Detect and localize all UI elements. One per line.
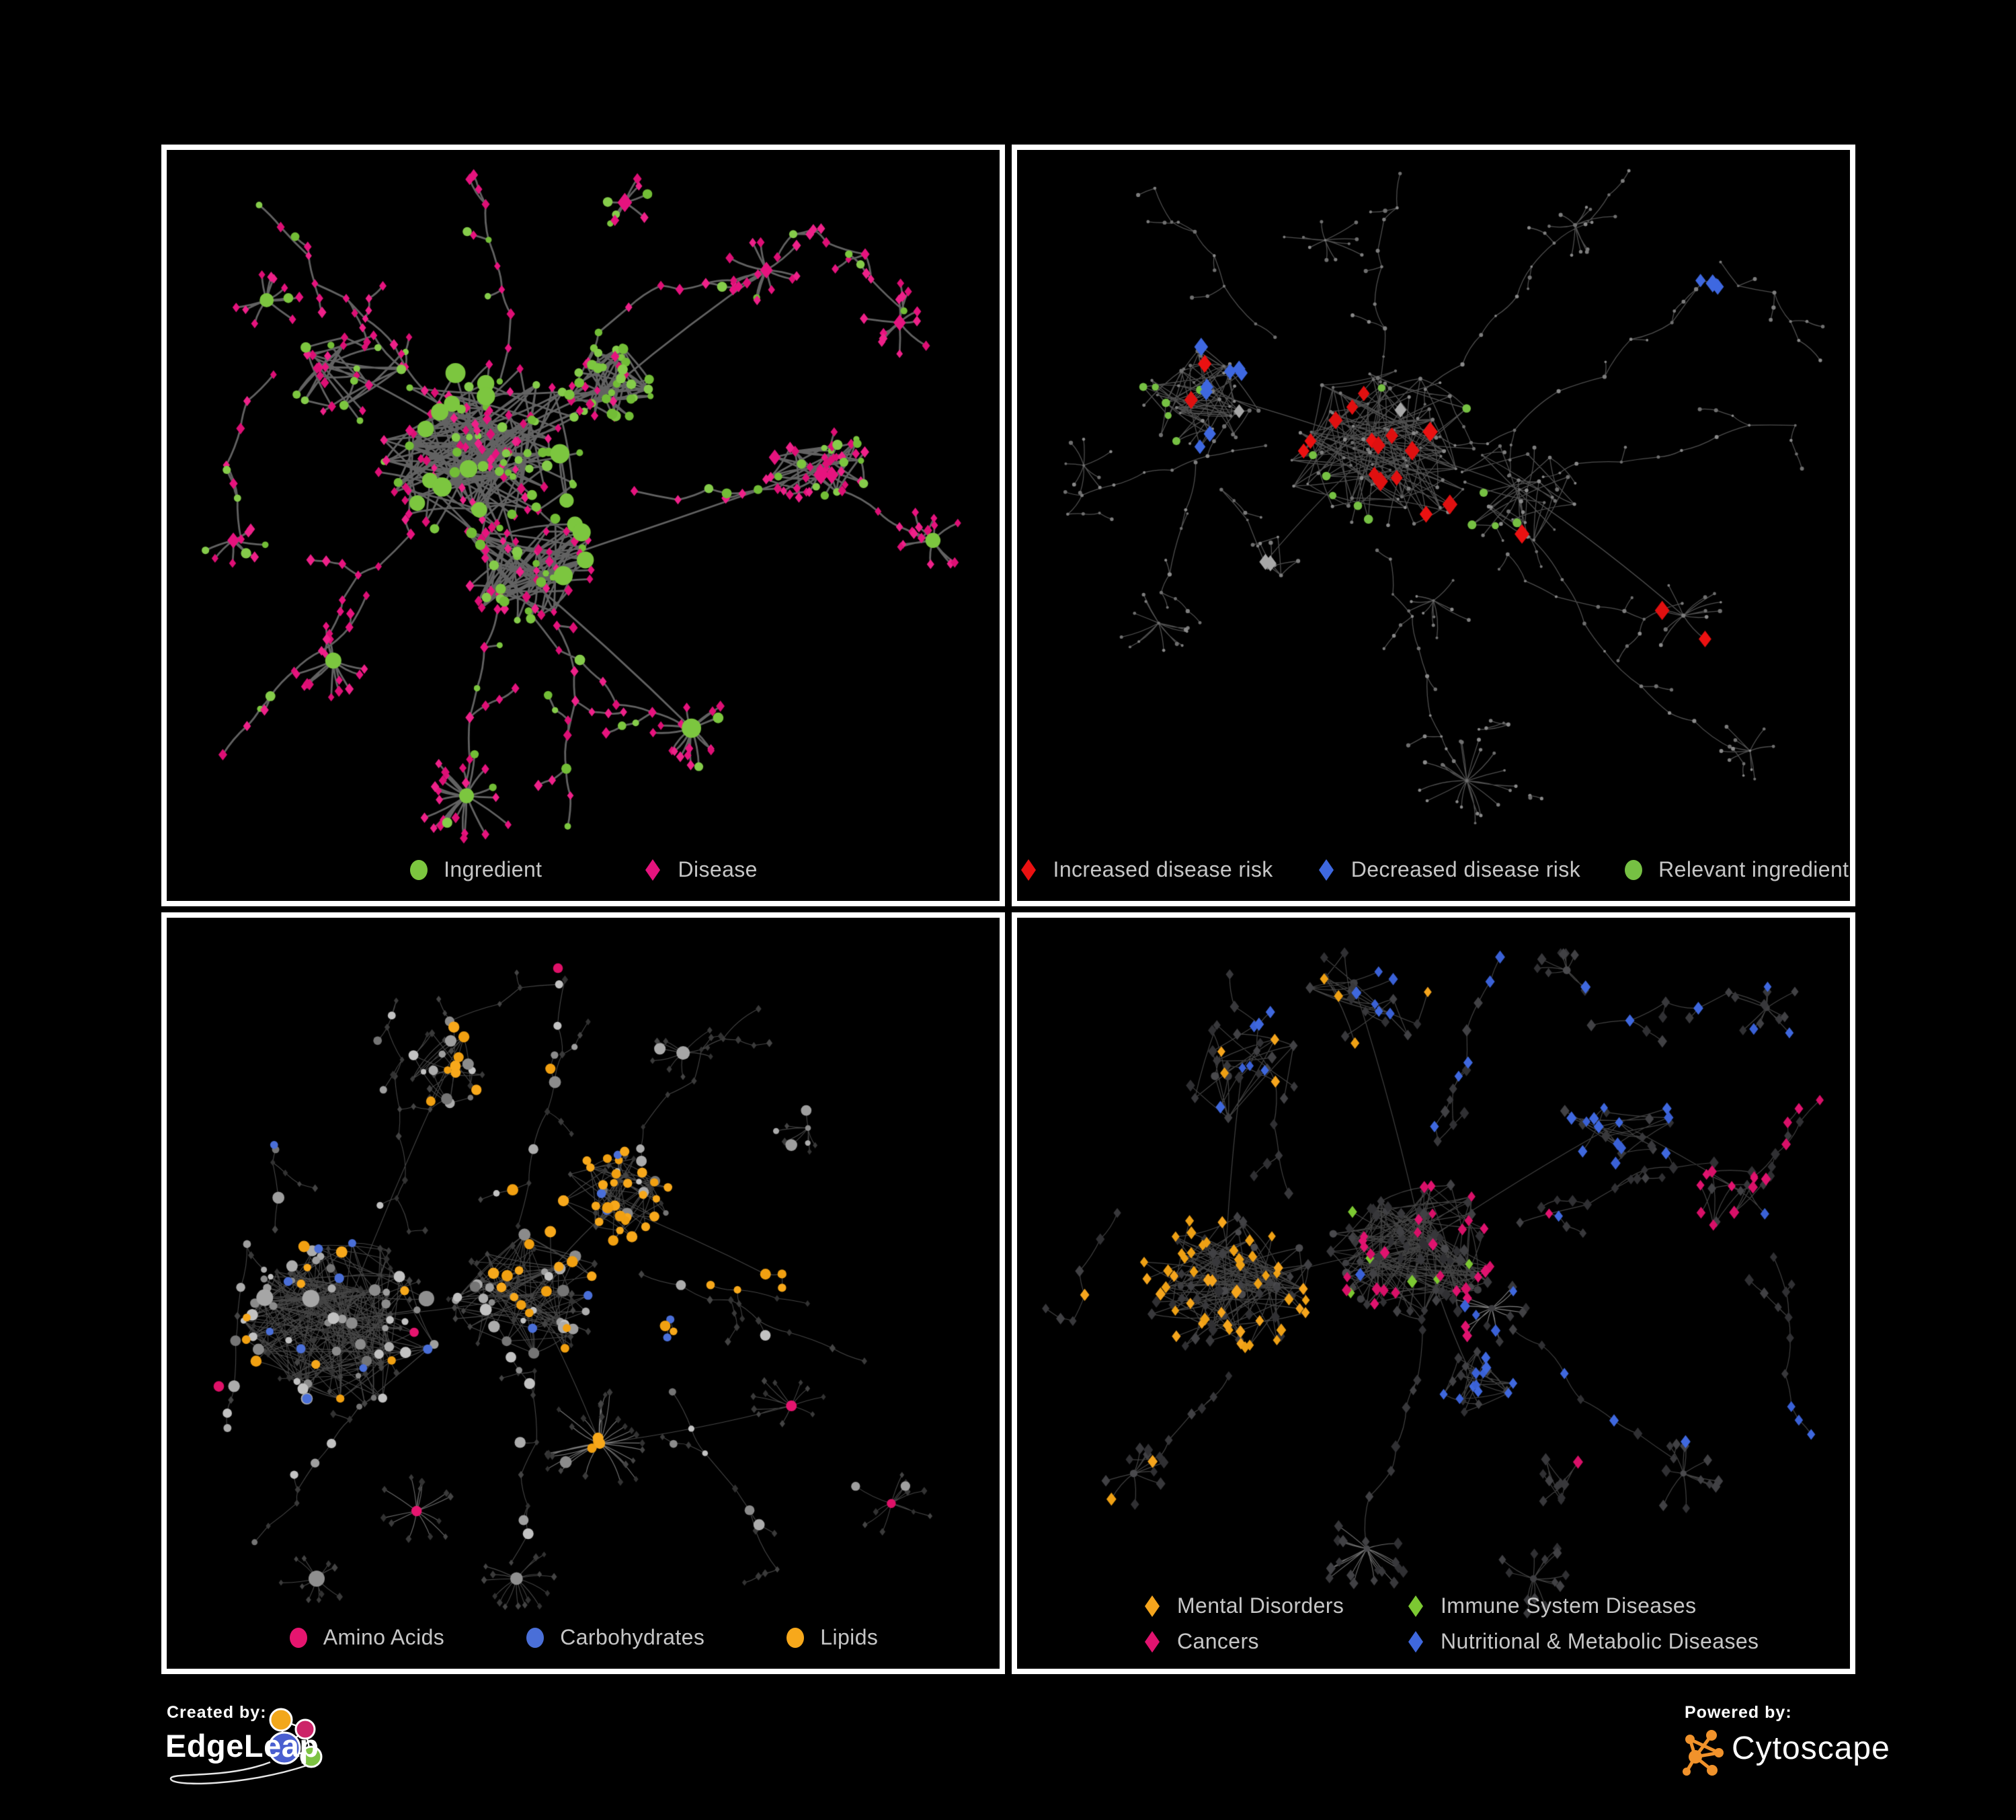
legend-label: Relevant ingredient bbox=[1658, 857, 1849, 881]
legend-label: Ingredient bbox=[444, 857, 542, 881]
legend-item: Disease bbox=[643, 857, 757, 882]
legend-circle-swatch bbox=[410, 859, 428, 880]
cytoscape-logo-icon bbox=[1683, 1730, 1724, 1776]
legend-diamond-swatch bbox=[1318, 859, 1334, 881]
legend-label: Disease bbox=[678, 857, 758, 881]
legend-diamond-swatch bbox=[1408, 1630, 1423, 1653]
legend-circle-swatch bbox=[289, 1627, 307, 1648]
legend-label: Carbohydrates bbox=[560, 1625, 705, 1649]
legend-item: Carbohydrates bbox=[525, 1625, 704, 1650]
legend-diamond-swatch bbox=[1408, 1595, 1423, 1617]
cytoscape-brand: Cytoscape bbox=[1732, 1731, 1890, 1766]
network-canvas-ingredient-classes bbox=[167, 918, 1000, 1669]
legend-diamond-swatch bbox=[1145, 1630, 1160, 1653]
legend-item: Lipids bbox=[785, 1625, 878, 1650]
legend-item: Ingredient bbox=[409, 857, 542, 882]
legend-circle-swatch bbox=[787, 1627, 805, 1648]
legend-label: Immune System Diseases bbox=[1441, 1593, 1697, 1618]
network-canvas-disease-risk bbox=[1017, 150, 1850, 901]
legend-circle-swatch bbox=[526, 1627, 545, 1648]
legend-label: Increased disease risk bbox=[1053, 857, 1273, 881]
legend-circle-swatch bbox=[1625, 859, 1643, 880]
legend-item: Decreased disease risk bbox=[1316, 857, 1580, 882]
panel-ingredient-classes-network: Amino Acids Carbohydrates Lipids bbox=[161, 912, 1005, 1674]
legend-label: Lipids bbox=[820, 1625, 879, 1649]
legend-item: Nutritional & Metabolic Diseases bbox=[1406, 1629, 1759, 1654]
edgeleap-brand: EdgeLeap bbox=[165, 1728, 319, 1764]
panel-ingredient-disease-network: Ingredient Disease bbox=[161, 145, 1005, 906]
legend-ingredient-classes: Amino Acids Carbohydrates Lipids bbox=[167, 1625, 1000, 1650]
legend-item: Amino Acids bbox=[288, 1625, 444, 1650]
powered-by-credit: Powered by: Cytoscape bbox=[1679, 1698, 1968, 1798]
legend-label: Cancers bbox=[1177, 1629, 1259, 1653]
legend-item: Immune System Diseases bbox=[1406, 1593, 1696, 1618]
legend-disease-risk: Increased disease risk Decreased disease … bbox=[1017, 857, 1850, 882]
created-by-credit: Created by: EdgeLeap bbox=[161, 1698, 484, 1798]
legend-item: Increased disease risk bbox=[1018, 857, 1273, 882]
legend-item: Relevant ingredient bbox=[1623, 857, 1849, 882]
created-by-label: Created by: bbox=[167, 1703, 267, 1722]
legend-disease-classes: Mental Disorders Immune System Diseases Ca… bbox=[1142, 1593, 1759, 1654]
legend-diamond-swatch bbox=[645, 859, 661, 881]
panel-disease-risk-network: Increased disease risk Decreased disease … bbox=[1012, 145, 1855, 906]
legend-label: Amino Acids bbox=[323, 1625, 445, 1649]
legend-label: Decreased disease risk bbox=[1350, 857, 1581, 881]
legend-label: Nutritional & Metabolic Diseases bbox=[1441, 1629, 1759, 1653]
network-canvas-disease-classes bbox=[1017, 918, 1850, 1669]
legend-item: Mental Disorders bbox=[1142, 1593, 1344, 1618]
legend-item: Cancers bbox=[1142, 1629, 1259, 1654]
powered-by-label: Powered by: bbox=[1685, 1703, 1792, 1722]
legend-diamond-swatch bbox=[1145, 1595, 1160, 1617]
legend-ingredient-disease: Ingredient Disease bbox=[167, 857, 1000, 882]
legend-label: Mental Disorders bbox=[1177, 1593, 1344, 1618]
legend-diamond-swatch bbox=[1020, 859, 1036, 881]
panel-disease-classes-network: Mental Disorders Immune System Diseases Ca… bbox=[1012, 912, 1855, 1674]
network-canvas-ingredient-disease bbox=[167, 150, 1000, 901]
